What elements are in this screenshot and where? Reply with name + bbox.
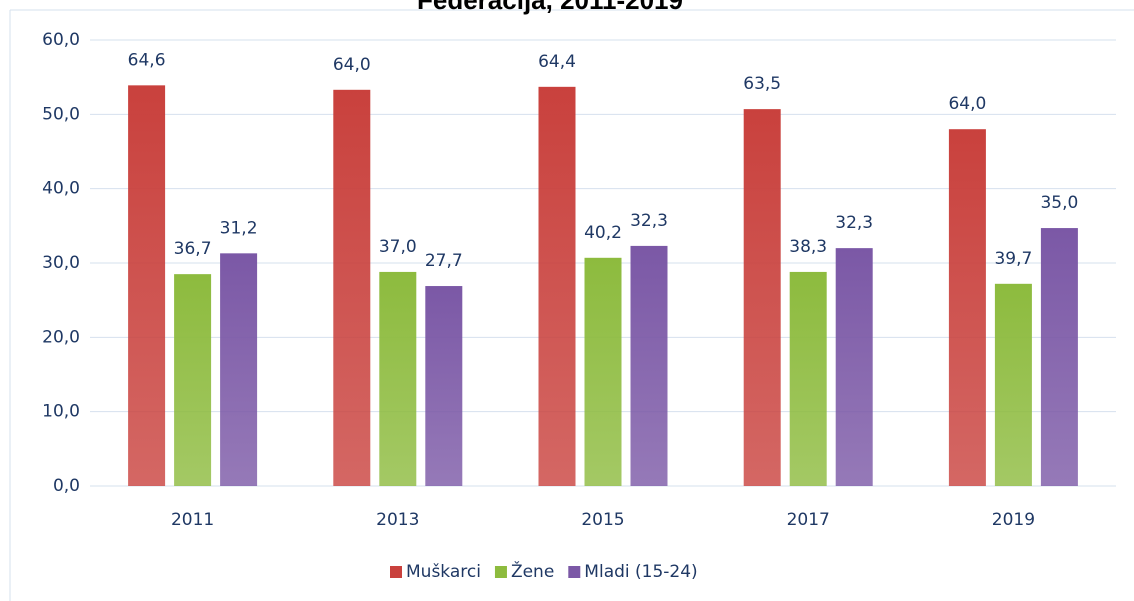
y-tick-label: 20,0 — [42, 327, 80, 347]
bar — [174, 274, 212, 486]
bar — [538, 86, 576, 486]
data-label: 31,2 — [220, 218, 258, 238]
y-tick-label: 60,0 — [42, 30, 80, 50]
x-tick-label: 2017 — [787, 510, 830, 530]
x-tick-label: 2015 — [581, 510, 624, 530]
data-label: 40,2 — [584, 223, 622, 243]
bar — [789, 271, 827, 486]
data-label: 64,0 — [333, 55, 371, 75]
y-tick-label: 0,0 — [53, 476, 80, 496]
bar — [425, 286, 463, 486]
y-tick-label: 10,0 — [42, 402, 80, 422]
data-label: 38,3 — [789, 237, 827, 257]
data-label: 35,0 — [1040, 193, 1078, 213]
data-label: 64,0 — [948, 94, 986, 114]
bar — [584, 257, 622, 486]
bar — [630, 245, 668, 486]
y-tick-label: 50,0 — [42, 104, 80, 124]
bar — [333, 89, 371, 486]
legend-swatch — [390, 566, 402, 578]
bar — [379, 271, 417, 486]
data-label: 64,6 — [128, 50, 166, 70]
data-label: 32,3 — [835, 213, 873, 233]
data-label: 64,4 — [538, 52, 576, 72]
data-label: 63,5 — [743, 74, 781, 94]
x-tick-label: 2019 — [992, 510, 1035, 530]
y-tick-label: 40,0 — [42, 179, 80, 199]
chart-title: Federacija, 2011-2019 — [417, 0, 683, 15]
data-label: 39,7 — [994, 249, 1032, 269]
bar — [1040, 228, 1078, 486]
data-label: 27,7 — [425, 251, 463, 271]
bar — [948, 129, 986, 486]
legend-label: Muškarci — [406, 562, 481, 582]
x-tick-label: 2011 — [171, 510, 214, 530]
bar — [994, 283, 1032, 486]
bar — [835, 248, 873, 486]
legend-label: Žene — [511, 560, 554, 582]
legend-swatch — [568, 566, 581, 578]
bar — [743, 109, 781, 486]
data-label: 36,7 — [174, 239, 212, 259]
x-tick-label: 2013 — [376, 510, 419, 530]
data-label: 37,0 — [379, 237, 417, 257]
data-label: 32,3 — [630, 211, 668, 231]
bar — [128, 85, 166, 487]
legend-label: Mladi (15-24) — [584, 562, 697, 582]
legend-swatch — [494, 566, 507, 578]
y-tick-label: 30,0 — [42, 253, 80, 273]
bar — [220, 253, 258, 486]
